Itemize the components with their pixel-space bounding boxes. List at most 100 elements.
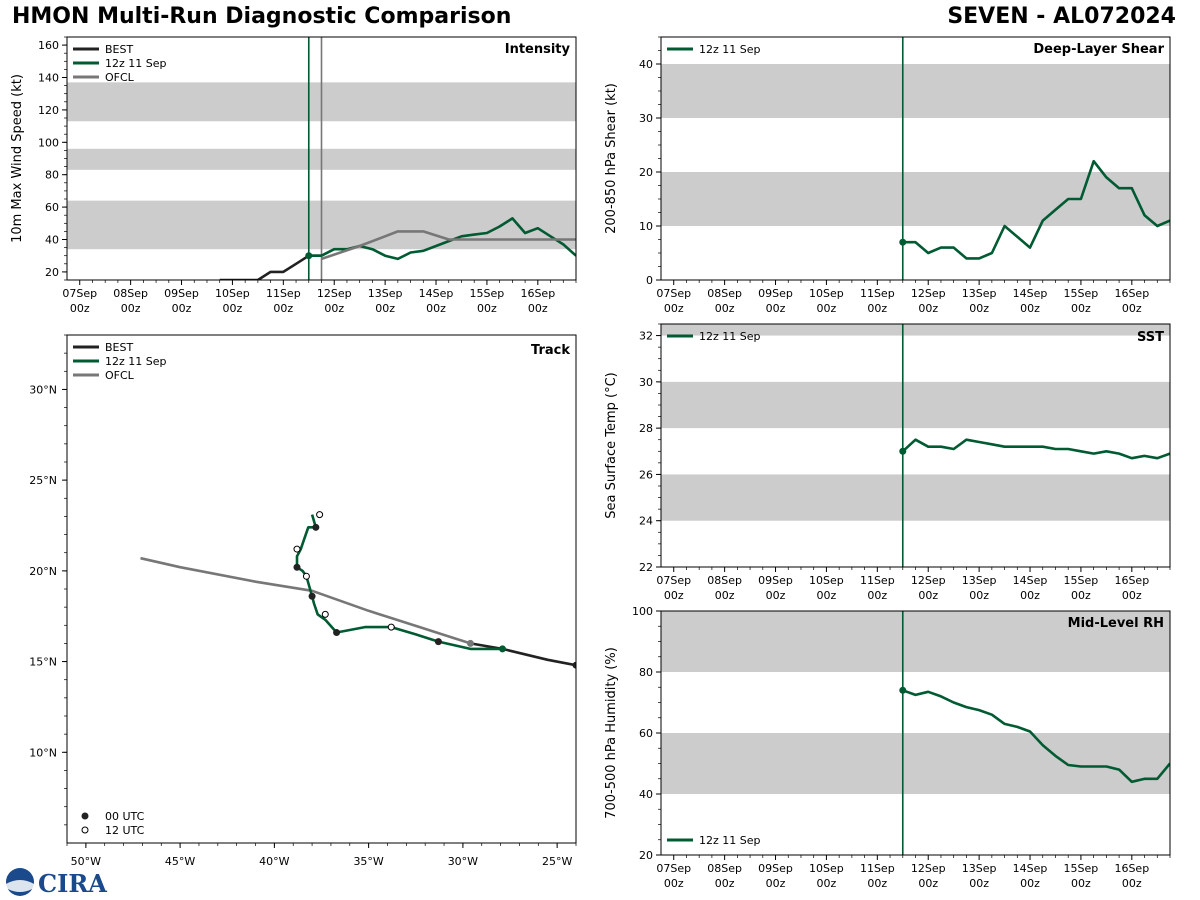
intensity-ytick-label: 60 [45,201,59,214]
shear-ytick-label: 10 [639,220,653,233]
track-marker-12utc [302,572,310,580]
intensity-xtick-hour: 00z [324,302,344,315]
rh-xtick-hour: 00z [1071,877,1091,890]
sst-xtick-day: 13Sep [962,574,997,587]
intensity-xtick-hour: 00z [70,302,90,315]
shear-xtick-hour: 00z [766,302,786,315]
intensity-ytick-label: 120 [38,104,59,117]
sst-ytick-label: 30 [639,376,653,389]
shear-series-run [902,159,1170,260]
sst-xtick-hour: 00z [817,589,837,602]
sst-band-1 [661,381,1170,429]
shear-ytick-label: 40 [639,58,653,71]
sst-ylabel: Sea Surface Temp (°C) [604,372,619,519]
rh-start-point [899,686,907,694]
rh-band-0 [661,733,1170,794]
sst-title: SST [1137,330,1164,345]
sst-xtick-day: 12Sep [911,574,946,587]
shear-xtick-day: 11Sep [860,287,895,300]
shear-ylabel: 200-850 hPa Shear (kt) [604,83,619,234]
shear-xtick-day: 16Sep [1114,287,1149,300]
rh-ytick-label: 20 [639,849,653,862]
rh-ytick-label: 80 [639,666,653,679]
track-xtick-label: 35°W [353,855,383,868]
rh-xtick-day: 16Sep [1114,862,1149,875]
sst-xtick-day: 11Sep [860,574,895,587]
sst-xtick-day: 10Sep [809,574,844,587]
rh-plot-area [661,611,1170,855]
track-marker-00utc [312,523,320,531]
storm-id-title: SEVEN - AL072024 [947,4,1176,29]
figure-title: HMON Multi-Run Diagnostic Comparison [12,4,512,29]
shear-xtick-day: 08Sep [707,287,742,300]
intensity-xtick-day: 08Sep [113,287,148,300]
shear-xtick-hour: 00z [867,302,887,315]
track-marker-12utc [321,610,329,618]
track-ytick-label: 25°N [29,474,57,487]
intensity-xtick-day: 15Sep [470,287,505,300]
intensity-xtick-day: 09Sep [164,287,199,300]
shear-xtick-hour: 00z [817,302,837,315]
intensity-xtick-day: 12Sep [317,287,352,300]
track-ytick-label: 10°N [29,746,57,759]
shear-xtick-hour: 00z [715,302,735,315]
intensity-xtick-day: 14Sep [419,287,454,300]
sst-xtick-day: 15Sep [1064,574,1099,587]
rh-xtick-hour: 00z [918,877,938,890]
track-ytick-label: 30°N [29,383,57,396]
sst-plot-area [661,324,1170,567]
sst-xtick-hour: 00z [766,589,786,602]
sst-band-0 [661,474,1170,521]
shear-band-1 [661,64,1170,118]
intensity-xtick-hour: 00z [273,302,293,315]
sst-xtick-day: 09Sep [758,574,793,587]
shear-xtick-day: 15Sep [1064,287,1099,300]
legend-marker-12utc [81,826,89,834]
shear-xtick-hour: 00z [1071,302,1091,315]
legend-marker-00utc [81,812,89,820]
rh-xtick-hour: 00z [1122,877,1142,890]
track-marker-00utc [498,645,506,653]
shear-xtick-hour: 00z [1020,302,1040,315]
intensity-plot-area [67,37,576,280]
intensity-xtick-day: 13Sep [368,287,403,300]
intensity-xtick-day: 11Sep [266,287,301,300]
intensity-xtick-hour: 00z [223,302,243,315]
track-marker-12utc [387,623,395,631]
shear-ytick-label: 30 [639,112,653,125]
track-series-best [470,642,576,667]
noaa-cira-logo: CIRA [6,868,107,898]
legend-label-run: 12z 11 Sep [699,330,761,343]
rh-xtick-hour: 00z [664,877,684,890]
intensity-xtick-day: 16Sep [520,287,555,300]
shear-xtick-hour: 00z [918,302,938,315]
track-marker-00utc [333,629,341,637]
legend-label-best: BEST [105,341,133,354]
sst-xtick-hour: 00z [1122,589,1142,602]
intensity-xtick-hour: 00z [528,302,548,315]
intensity-xtick-hour: 00z [477,302,497,315]
rh-xtick-hour: 00z [766,877,786,890]
rh-xtick-day: 13Sep [962,862,997,875]
track-ytick-label: 20°N [29,565,57,578]
shear-xtick-hour: 00z [664,302,684,315]
shear-plot-area [661,37,1170,280]
track-xtick-label: 50°W [71,855,101,868]
rh-band-1 [661,611,1170,672]
sst-xtick-hour: 00z [918,589,938,602]
rh-ytick-label: 100 [632,605,653,618]
sst-xtick-day: 16Sep [1114,574,1149,587]
track-series-run [295,514,503,651]
track-xtick-label: 40°W [259,855,289,868]
sst-xtick-day: 07Sep [656,574,691,587]
intensity-ytick-label: 80 [45,169,59,182]
shear-ytick-label: 0 [646,274,653,287]
intensity-xtick-hour: 00z [121,302,141,315]
rh-xtick-hour: 00z [817,877,837,890]
track-series-ofcl [140,556,471,645]
intensity-ytick-label: 140 [38,72,59,85]
